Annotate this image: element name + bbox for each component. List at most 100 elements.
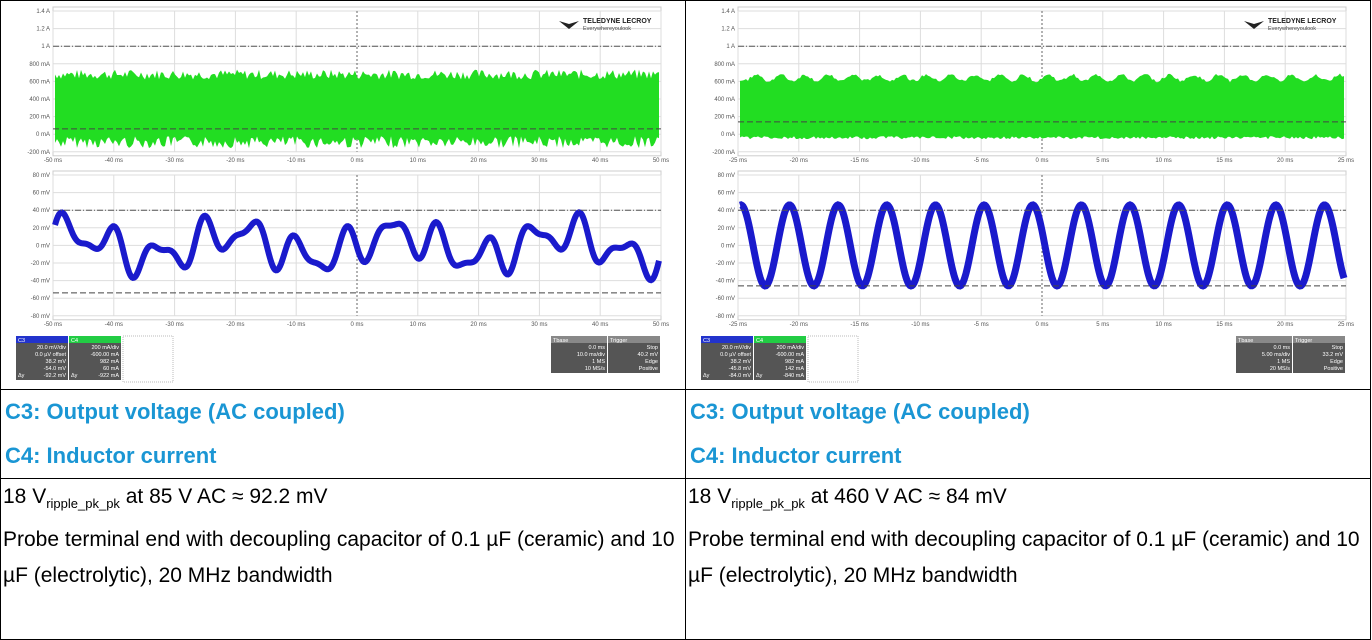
y-tick-label: -80 mV bbox=[716, 314, 735, 320]
delta-label: Δy bbox=[756, 373, 763, 379]
scope-screenshot: 1.4 A1.2 A1 A800 mA600 mA400 mA200 mA0 m… bbox=[686, 1, 1369, 384]
x-tick-label: -40 ms bbox=[105, 322, 123, 328]
caption: C4: Inductor current bbox=[688, 434, 1368, 478]
y-tick-label: 60 mV bbox=[718, 191, 735, 197]
figure-table: 1.4 A 1.2 A 1 A 800 mA 600 mA 400 mA 200 mA 0 m… bbox=[0, 0, 1371, 640]
x-tick-label: 30 ms bbox=[531, 322, 547, 328]
y-tick-label: 600 mA bbox=[29, 79, 50, 85]
readout-value: 20 MS/s bbox=[1270, 366, 1290, 372]
x-tick-label: 10 ms bbox=[1155, 322, 1171, 328]
readout-value: -600.00 mA bbox=[776, 352, 805, 358]
x-tick-label: 0 ms bbox=[350, 158, 363, 164]
y-tick-label: 20 mV bbox=[33, 226, 50, 232]
caption: C3: Output voltage (AC coupled) bbox=[3, 390, 683, 434]
x-tick-label: -50 ms bbox=[44, 158, 62, 164]
y-tick-label: -60 mV bbox=[31, 296, 50, 302]
y-tick-label: 80 mV bbox=[718, 173, 735, 179]
text: at 460 V AC ≈ 84 mV bbox=[805, 485, 1007, 508]
text: 18 V bbox=[3, 485, 46, 508]
y-tick-label: -40 mV bbox=[716, 279, 735, 285]
x-tick-label: 30 ms bbox=[531, 158, 547, 164]
readout-value: Edge bbox=[1330, 359, 1343, 365]
y-tick-label: 200 mA bbox=[29, 115, 50, 121]
y-tick-label: -200 mA bbox=[27, 150, 50, 156]
x-tick-label: -10 ms bbox=[287, 322, 305, 328]
x-tick-label: -20 ms bbox=[226, 158, 244, 164]
y-tick-label: 1.2 A bbox=[36, 27, 50, 33]
y-tick-label: 400 mA bbox=[714, 97, 735, 103]
y-tick-label: 0 mV bbox=[36, 243, 50, 249]
readout-value: Positive bbox=[1324, 366, 1343, 372]
current-waveform bbox=[55, 69, 659, 148]
caption-cell: C3: Output voltage (AC coupled)C4: Induc… bbox=[686, 390, 1371, 479]
subscript: ripple_pk_pk bbox=[731, 496, 805, 511]
y-tick-label: 40 mV bbox=[718, 208, 735, 214]
y-tick-label: -40 mV bbox=[31, 279, 50, 285]
readout-value: -922 mA bbox=[98, 373, 119, 379]
readout-value: -92.2 mV bbox=[44, 373, 67, 379]
readout-value: 0.0 ms bbox=[1273, 345, 1290, 351]
y-tick-label: 0 mV bbox=[721, 243, 735, 249]
x-tick-label: -20 ms bbox=[226, 322, 244, 328]
y-tick-label: 40 mV bbox=[33, 208, 50, 214]
readout-value: 20.0 mV/div bbox=[722, 345, 751, 351]
x-tick-label: -25 ms bbox=[729, 322, 747, 328]
logo-tagline: Everywhereyoulook bbox=[583, 26, 631, 32]
x-tick-label: 20 ms bbox=[470, 158, 486, 164]
current-waveform bbox=[740, 74, 1344, 140]
y-tick-label: -20 mV bbox=[31, 261, 50, 267]
x-tick-label: -5 ms bbox=[974, 158, 989, 164]
delta-label: Δy bbox=[703, 373, 710, 379]
x-tick-label: -10 ms bbox=[911, 158, 929, 164]
readout-value: 1 MS bbox=[1277, 359, 1290, 365]
readout-value: 200 mA/div bbox=[776, 345, 804, 351]
readout-value: 33.2 mV bbox=[1323, 352, 1344, 358]
description: Probe terminal end with decoupling capac… bbox=[3, 522, 683, 594]
y-tick-label: 0 mA bbox=[36, 132, 50, 138]
y-tick-label: 200 mA bbox=[714, 115, 735, 121]
x-tick-label: -50 ms bbox=[44, 322, 62, 328]
readout-value: 20.0 mV/div bbox=[37, 345, 66, 351]
x-tick-label: 5 ms bbox=[1096, 322, 1109, 328]
y-tick-label: 1 A bbox=[41, 44, 50, 50]
delta-label: Δy bbox=[71, 373, 78, 379]
x-tick-label: 5 ms bbox=[1096, 158, 1109, 164]
y-tick-label: 0 mA bbox=[721, 132, 735, 138]
readout-value: 982 mA bbox=[100, 359, 119, 365]
y-tick-label: -60 mV bbox=[716, 296, 735, 302]
readout-value: -45.8 mV bbox=[729, 366, 752, 372]
logo: TELEDYNE LECROY bbox=[583, 18, 652, 25]
x-tick-label: -30 ms bbox=[165, 158, 183, 164]
x-tick-label: 50 ms bbox=[653, 322, 669, 328]
readout-value: -840 mA bbox=[783, 373, 804, 379]
readout-value: 0.0 µV offset bbox=[35, 352, 66, 358]
x-tick-label: -20 ms bbox=[790, 322, 808, 328]
y-tick-label: 1.4 A bbox=[36, 9, 50, 15]
x-tick-label: 0 ms bbox=[1035, 322, 1048, 328]
readout-value: 40.2 mV bbox=[638, 352, 659, 358]
readout-value: 0.0 µV offset bbox=[720, 352, 751, 358]
description: Probe terminal end with decoupling capac… bbox=[688, 522, 1368, 594]
x-tick-label: -15 ms bbox=[850, 322, 868, 328]
readout-value: -84.0 mV bbox=[729, 373, 752, 379]
text: 18 V bbox=[688, 485, 731, 508]
y-tick-label: 800 mA bbox=[714, 62, 735, 68]
y-tick-label: 1.4 A bbox=[721, 9, 735, 15]
x-tick-label: -5 ms bbox=[974, 322, 989, 328]
x-tick-label: 40 ms bbox=[592, 322, 608, 328]
readout-value: Stop bbox=[1332, 345, 1343, 351]
text: at 85 V AC ≈ 92.2 mV bbox=[120, 485, 328, 508]
ripple-note: 18 Vripple_pk_pk at 460 V AC ≈ 84 mV bbox=[688, 479, 1368, 522]
y-tick-label: 800 mA bbox=[29, 62, 50, 68]
delta-label: Δy bbox=[18, 373, 25, 379]
y-tick-label: 1 A bbox=[726, 44, 735, 50]
subscript: ripple_pk_pk bbox=[46, 496, 120, 511]
logo-tagline: Everywhereyoulook bbox=[1268, 26, 1316, 32]
readout-value: 38.2 mV bbox=[46, 359, 67, 365]
y-tick-label: 80 mV bbox=[33, 173, 50, 179]
x-tick-label: 15 ms bbox=[1216, 158, 1232, 164]
